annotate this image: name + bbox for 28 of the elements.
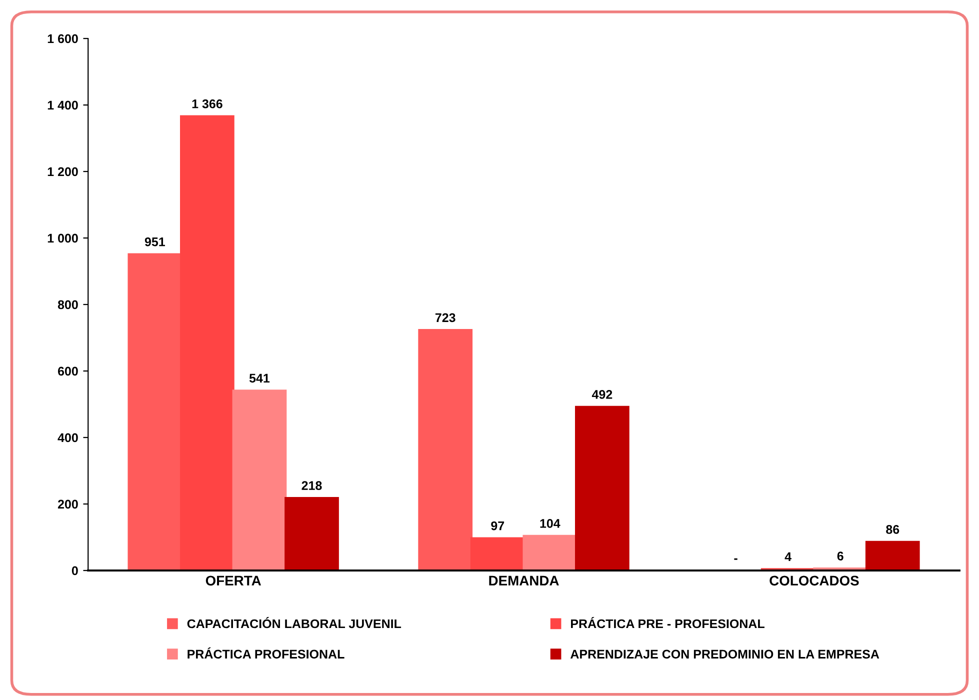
data-label: 218 (302, 481, 322, 490)
data-label: 86 (886, 525, 900, 534)
y-tick-label: 200 (58, 500, 78, 509)
data-label: 723 (435, 313, 456, 322)
data-label: 1 366 (192, 99, 222, 108)
data-label: 541 (249, 374, 270, 383)
data-label: - (734, 558, 738, 560)
y-tick-label: 1 600 (48, 34, 78, 44)
legend-label: APRENDIZAJE CON PREDOMINIO EN LA EMPRESA (570, 650, 880, 659)
y-tick-label: 800 (58, 300, 78, 310)
y-tick-label: 600 (58, 366, 78, 376)
data-label: 6 (837, 552, 844, 560)
data-label: 97 (491, 521, 504, 530)
x-tick-label: COLOCADOS (770, 576, 859, 586)
x-tick-label: OFERTA (206, 576, 261, 586)
y-tick-label: 0 (72, 566, 78, 576)
legend-label: PRÁCTICA PROFESIONAL (188, 647, 344, 659)
data-label: 492 (592, 390, 612, 399)
data-label: 104 (540, 519, 560, 528)
x-tick-label: DEMANDA (489, 576, 559, 586)
y-tick-label: 1 400 (48, 100, 78, 110)
y-tick-label: 400 (58, 433, 78, 442)
legend-label: CAPACITACIÓN LABORAL JUVENIL (187, 616, 402, 628)
data-label: 951 (144, 237, 165, 246)
legend-label: PRÁCTICA PRE - PROFESIONAL (571, 616, 764, 628)
y-tick-label: 1 000 (48, 234, 78, 243)
data-label: 4 (784, 552, 792, 562)
y-tick-label: 1 200 (48, 167, 78, 176)
